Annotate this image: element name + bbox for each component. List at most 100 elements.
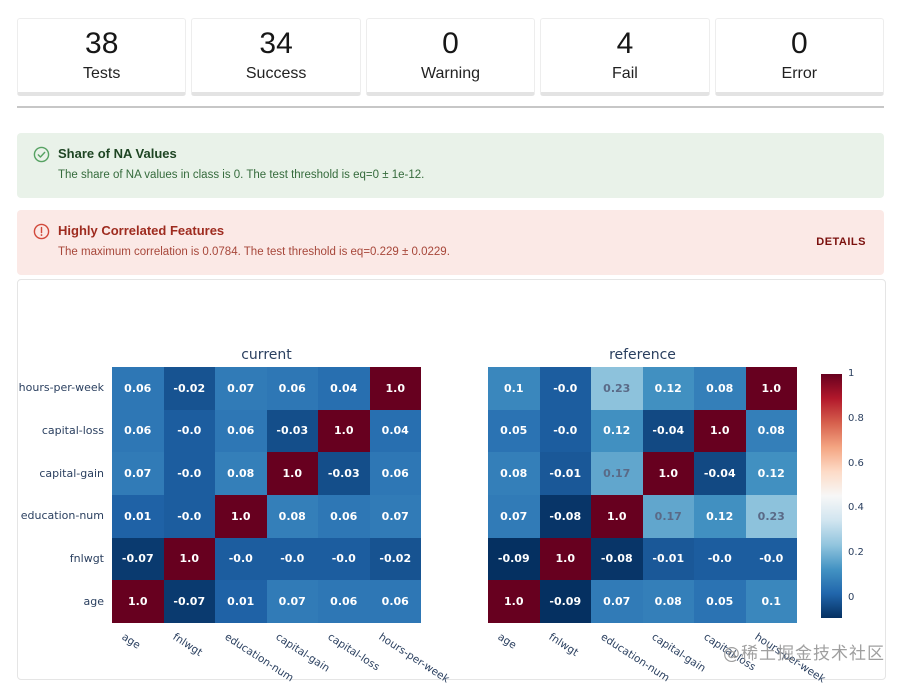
heatmap-cell[interactable]: 0.04: [318, 367, 370, 410]
heatmap-cell[interactable]: -0.03: [318, 452, 370, 495]
colorbar-tick-label: 0.8: [848, 412, 864, 424]
heatmap-cell[interactable]: 0.08: [488, 452, 540, 495]
heatmap-cell[interactable]: 0.01: [215, 580, 267, 623]
heatmap-cell[interactable]: 0.07: [112, 452, 164, 495]
heatmap-cell[interactable]: -0.03: [266, 409, 318, 453]
heatmap-cell[interactable]: -0.09: [539, 580, 591, 623]
heatmap-cell[interactable]: 0.17: [591, 452, 643, 495]
heatmap-cell[interactable]: 0.06: [318, 580, 370, 623]
heatmap-title-reference: reference: [609, 347, 676, 363]
summary-cards: 38 Tests 34 Success 0 Warning 4 Fail 0 E…: [17, 18, 885, 96]
summary-card-warning: 0 Warning: [365, 18, 536, 96]
heatmap-grid-reference[interactable]: 0.1 -0.0 0.23 0.12 0.08 1.0 0.05 -0.0 0.12 -0.04 1…: [488, 367, 797, 623]
heatmap-cell[interactable]: 1.0: [642, 452, 694, 495]
heatmap-cell[interactable]: 0.05: [694, 580, 746, 623]
heatmap-cell[interactable]: -0.07: [163, 580, 215, 623]
heatmap-cell[interactable]: 0.07: [488, 494, 540, 538]
alert-description: The share of NA values in class is 0. Th…: [58, 169, 425, 181]
heatmap-cell[interactable]: 0.08: [694, 367, 746, 410]
heatmap-cell[interactable]: 0.06: [369, 452, 421, 495]
heatmap-cell[interactable]: 1.0: [318, 409, 370, 453]
success-label: Success: [245, 65, 307, 82]
y-axis-label: capital-loss: [41, 424, 104, 437]
heatmap-cell[interactable]: 1.0: [266, 452, 318, 495]
heatmap-cell[interactable]: -0.01: [642, 537, 694, 581]
heatmap-cell[interactable]: 0.06: [112, 367, 164, 410]
x-axis-label: fnlwgt: [170, 631, 205, 659]
heatmap-cell[interactable]: 0.06: [112, 409, 164, 453]
x-axis-label: age: [495, 631, 519, 652]
test-result-share-of-na-values: Share of NA Values The share of NA value…: [17, 133, 884, 198]
tests-label: Tests: [83, 65, 121, 82]
heatmap-cell[interactable]: -0.0: [163, 452, 215, 495]
heatmap-cell[interactable]: -0.07: [112, 537, 164, 581]
heatmap-cell[interactable]: -0.09: [488, 537, 540, 581]
heatmap-cell[interactable]: 1.0: [163, 537, 215, 581]
fail-label: Fail: [612, 65, 638, 82]
warning-count: 0: [442, 27, 459, 60]
heatmap-cell[interactable]: 0.08: [215, 452, 267, 495]
heatmap-cell[interactable]: 0.06: [215, 409, 267, 453]
heatmap-cell[interactable]: -0.0: [163, 409, 215, 453]
heatmap-cell[interactable]: -0.08: [539, 494, 591, 538]
heatmap-cell[interactable]: -0.0: [163, 494, 215, 538]
heatmap-cell[interactable]: 0.08: [642, 580, 694, 623]
y-axis-label: education-num: [20, 509, 104, 523]
heatmap-cell[interactable]: 0.12: [694, 494, 746, 538]
heatmap-cell[interactable]: 1.0: [591, 494, 643, 538]
colorbar: [821, 374, 842, 618]
warning-label: Warning: [421, 65, 480, 82]
heatmap-cell[interactable]: 0.07: [266, 580, 318, 623]
heatmap-cell[interactable]: 0.07: [369, 494, 421, 538]
heatmap-cell[interactable]: -0.04: [642, 409, 694, 453]
heatmap-cell[interactable]: 1.0: [745, 367, 797, 410]
alert-title: Highly Correlated Features: [58, 223, 225, 238]
error-label: Error: [781, 65, 818, 82]
heatmap-cell[interactable]: 0.1: [745, 580, 797, 623]
heatmap-cell[interactable]: 0.23: [591, 367, 643, 410]
heatmap-cell[interactable]: 1.0: [369, 367, 421, 410]
heatmap-cell[interactable]: 1.0: [215, 494, 267, 538]
heatmap-cell[interactable]: 0.07: [215, 367, 267, 410]
heatmap-cell[interactable]: -0.04: [694, 452, 746, 495]
heatmap-cell[interactable]: -0.0: [215, 537, 267, 581]
heatmap-cell[interactable]: -0.0: [318, 537, 370, 581]
alert-title: Share of NA Values: [58, 146, 177, 161]
heatmap-cell[interactable]: 1.0: [112, 580, 164, 623]
heatmap-cell[interactable]: 0.12: [642, 367, 694, 410]
heatmap-cell[interactable]: -0.0: [539, 367, 591, 410]
heatmap-grid-current[interactable]: 0.06 -0.02 0.07 0.06 0.04 1.0 0.06 -0.0 0.06 -0.0…: [112, 367, 421, 623]
heatmap-cell[interactable]: 0.1: [488, 367, 540, 410]
alert-description: The maximum correlation is 0.0784. The t…: [58, 246, 450, 258]
details-button[interactable]: DETAILS: [810, 235, 872, 249]
heatmap-cell[interactable]: 0.04: [369, 409, 421, 453]
heatmap-cell[interactable]: 0.05: [488, 409, 540, 453]
heatmap-cell[interactable]: 0.06: [266, 367, 318, 410]
heatmap-cell[interactable]: 0.08: [266, 494, 318, 538]
heatmap-cell[interactable]: 0.06: [369, 580, 421, 623]
heatmap-cell[interactable]: -0.02: [163, 367, 215, 410]
heatmap-cell[interactable]: 1.0: [488, 580, 540, 623]
tests-count: 38: [85, 27, 119, 60]
heatmap-cell[interactable]: -0.0: [694, 537, 746, 581]
heatmap-cell[interactable]: 0.06: [318, 494, 370, 538]
heatmap-cell[interactable]: 0.12: [591, 409, 643, 453]
heatmap-cell[interactable]: -0.01: [539, 452, 591, 495]
x-axis-label: fnlwgt: [546, 631, 581, 659]
x-axis-label: capital-loss: [325, 631, 382, 674]
heatmap-cell[interactable]: 0.23: [745, 494, 797, 538]
heatmap-cell[interactable]: 0.01: [112, 494, 164, 538]
heatmap-cell[interactable]: 0.07: [591, 580, 643, 623]
heatmap-figure: current reference 0.06 -0.02 0.07 0.06 0.04 1…: [18, 280, 885, 685]
heatmap-cell[interactable]: 0.08: [745, 409, 797, 453]
heatmap-cell[interactable]: -0.08: [591, 537, 643, 581]
heatmap-cell[interactable]: 1.0: [539, 537, 591, 581]
colorbar-tick-label: 0.2: [848, 547, 864, 559]
heatmap-cell[interactable]: 0.17: [642, 494, 694, 538]
heatmap-cell[interactable]: -0.0: [539, 409, 591, 453]
heatmap-cell[interactable]: 0.12: [745, 452, 797, 495]
heatmap-cell[interactable]: -0.02: [369, 537, 421, 581]
heatmap-cell[interactable]: 1.0: [694, 409, 746, 453]
heatmap-cell[interactable]: -0.0: [266, 537, 318, 581]
heatmap-cell[interactable]: -0.0: [745, 537, 797, 581]
